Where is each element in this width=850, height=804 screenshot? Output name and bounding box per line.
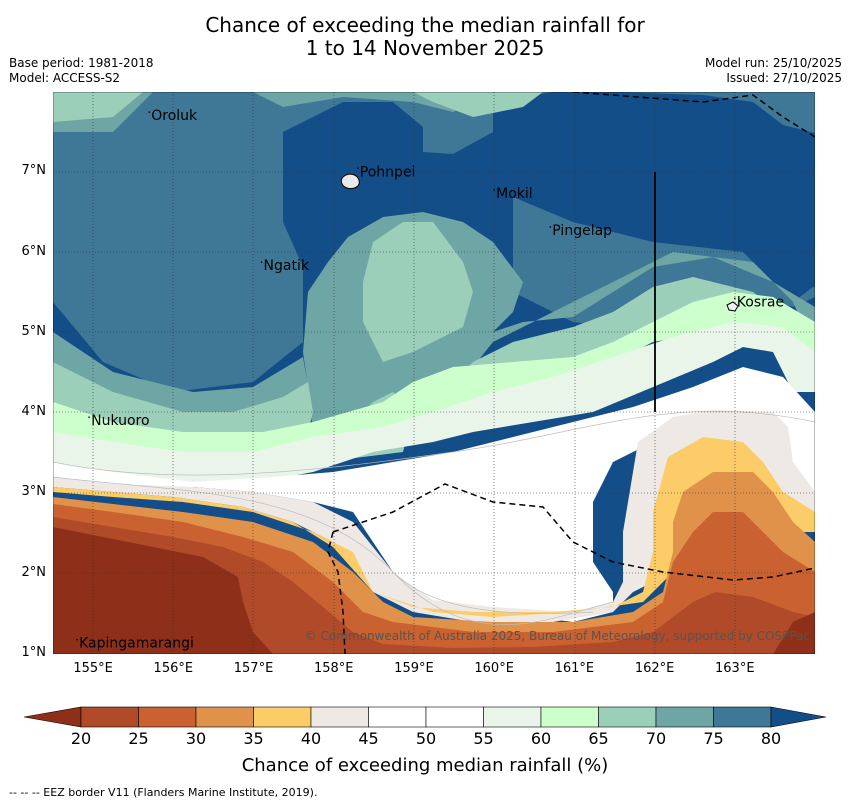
model-label: Model: ACCESS-S2 — [9, 71, 121, 85]
place-marker — [357, 167, 359, 170]
lat-tick-label: 6°N — [21, 243, 47, 259]
colorbar-segment — [138, 706, 197, 728]
lon-tick-label: 160°E — [474, 661, 514, 676]
place-marker — [148, 111, 151, 113]
pohnpei-island — [340, 173, 360, 190]
base-period-label: Base period: 1981-2018 — [9, 56, 154, 70]
lon-tick-label: 162°E — [634, 661, 675, 676]
colorbar-tick-label: 65 — [588, 729, 609, 748]
colorbar-segment — [655, 706, 714, 728]
colorbar-tick-label: 50 — [415, 729, 437, 748]
place-label-ngatik: Ngatik — [264, 258, 310, 274]
lon-tick-label: 158°E — [313, 661, 354, 676]
kosrae-island — [726, 301, 739, 312]
colorbar-tick-label: 75 — [703, 729, 724, 748]
colorbar — [24, 706, 826, 728]
place-label-nukuoro: Nukuoro — [91, 413, 149, 429]
lon-tick-label: 163°E — [715, 661, 755, 676]
place-label-pohnpei: Pohnpei — [360, 164, 416, 180]
model-run-label: Model run: 25/10/2025 — [704, 56, 842, 70]
colorbar-extend-low — [24, 706, 82, 728]
place-label-pingelap: Pingelap — [552, 223, 612, 239]
place-label-oroluk: Oroluk — [151, 108, 198, 124]
band-45 — [53, 410, 815, 622]
copyright-text: © Commonwealth of Australia 2025, Bureau… — [305, 629, 810, 643]
colorbar-segment — [540, 706, 599, 728]
band-60 — [53, 292, 815, 467]
eez-footnote: -- -- -- EEZ border V11 (Flanders Marine… — [9, 786, 318, 799]
colorbar-segment — [598, 706, 657, 728]
map-title-line-2: 1 to 14 November 2025 — [305, 36, 545, 60]
colorbar-tick-label: 40 — [300, 729, 322, 748]
band-55 — [53, 322, 815, 487]
issued-label: Issued: 27/10/2025 — [726, 71, 842, 85]
place-marker — [260, 261, 263, 264]
band-50 — [53, 367, 815, 622]
colorbar-tick-label: 20 — [70, 729, 92, 748]
place-label-kosrae: Kosrae — [737, 294, 784, 310]
colorbar-tick-label: 25 — [128, 729, 149, 748]
graticule — [53, 92, 815, 654]
colorbar-segment — [253, 706, 312, 728]
place-label-mokil: Mokil — [496, 186, 533, 202]
colorbar-segment — [80, 706, 139, 728]
colorbar-tick-label: 55 — [473, 729, 494, 748]
place-marker — [733, 297, 736, 300]
colorbar-tick-label: 70 — [645, 729, 667, 748]
colorbar-tick-label: 80 — [760, 729, 782, 748]
lat-tick-label: 5°N — [21, 323, 47, 339]
colorbar-segment — [713, 706, 772, 728]
place-marker — [549, 226, 552, 228]
lat-tick-label: 3°N — [21, 484, 47, 500]
colorbar-segment — [483, 706, 542, 728]
lon-tick-label: 161°E — [554, 661, 595, 676]
colorbar-tick-label: 35 — [243, 729, 264, 748]
map-title-line-1: Chance of exceeding the median rainfall … — [205, 13, 645, 37]
lon-tick-label: 157°E — [233, 661, 274, 676]
rainfall-map: Oroluk Pohnpei Mokil Pingelap Ngatik Kosrae Nu… — [53, 92, 815, 654]
colorbar-tick-label: 30 — [185, 729, 207, 748]
colorbar-segment — [368, 706, 427, 728]
place-marker — [493, 189, 495, 191]
colorbar-segment — [310, 706, 369, 728]
colorbar-segment — [425, 706, 484, 728]
lon-tick-label: 156°E — [153, 661, 194, 676]
band-20 — [53, 527, 815, 654]
lat-tick-label: 2°N — [21, 564, 47, 580]
colorbar-label: Chance of exceeding median rainfall (%) — [241, 755, 609, 776]
lat-tick-label: 7°N — [21, 163, 47, 179]
place-marker — [88, 416, 90, 418]
colorbar-segment — [195, 706, 254, 728]
lat-tick-label: 4°N — [21, 404, 47, 420]
lat-tick-label: 1°N — [21, 645, 47, 660]
band-65 — [53, 92, 815, 472]
lon-tick-label: 155°E — [73, 661, 113, 676]
eez-border — [327, 92, 815, 654]
place-label-kapingamarangi: Kapingamarangi — [79, 636, 194, 652]
colorbar-tick-label: 60 — [530, 729, 552, 748]
colorbar-tick-label: 45 — [358, 729, 379, 748]
colorbar-extend-high — [770, 706, 826, 728]
place-marker — [76, 638, 78, 641]
lon-tick-label: 159°E — [394, 661, 434, 676]
band-40 — [53, 437, 815, 617]
place-labels: Oroluk Pohnpei Mokil Pingelap Ngatik Kosrae Nu… — [76, 108, 784, 652]
